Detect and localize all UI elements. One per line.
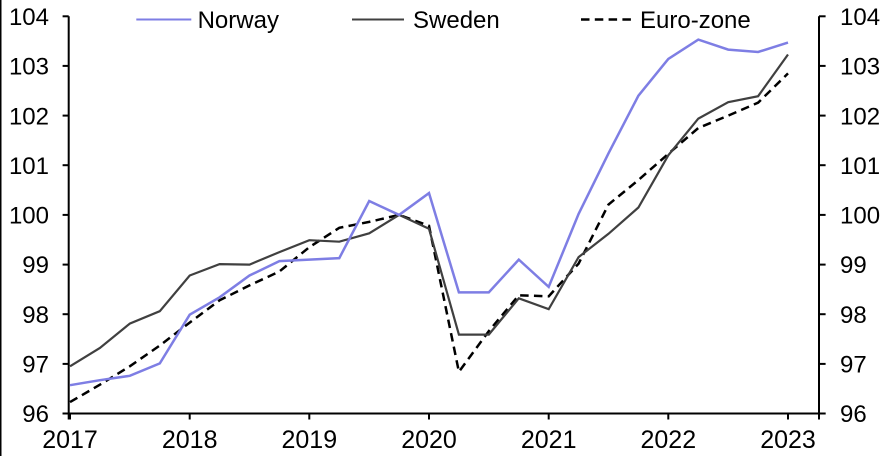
- svg-text:100: 100: [9, 203, 49, 230]
- svg-text:2019: 2019: [281, 426, 337, 454]
- svg-text:97: 97: [22, 352, 49, 379]
- svg-text:101: 101: [840, 153, 880, 180]
- svg-text:104: 104: [840, 4, 880, 31]
- svg-text:102: 102: [840, 103, 880, 130]
- svg-text:102: 102: [9, 103, 49, 130]
- svg-text:2020: 2020: [401, 426, 457, 454]
- svg-text:98: 98: [840, 302, 867, 329]
- svg-text:Euro-zone: Euro-zone: [640, 7, 751, 34]
- svg-text:101: 101: [9, 153, 49, 180]
- svg-text:2017: 2017: [42, 426, 98, 454]
- svg-text:96: 96: [22, 401, 49, 428]
- svg-text:Sweden: Sweden: [413, 7, 500, 34]
- svg-text:2021: 2021: [521, 426, 577, 454]
- svg-text:103: 103: [9, 54, 49, 81]
- svg-text:100: 100: [840, 203, 880, 230]
- svg-text:98: 98: [22, 302, 49, 329]
- svg-text:103: 103: [840, 54, 880, 81]
- svg-text:2018: 2018: [162, 426, 218, 454]
- svg-text:2022: 2022: [640, 426, 696, 454]
- svg-text:2023: 2023: [760, 426, 816, 454]
- svg-text:97: 97: [840, 352, 867, 379]
- svg-text:99: 99: [22, 252, 49, 279]
- svg-text:Norway: Norway: [198, 7, 279, 34]
- svg-text:99: 99: [840, 252, 867, 279]
- svg-text:104: 104: [9, 4, 49, 31]
- svg-text:96: 96: [840, 401, 867, 428]
